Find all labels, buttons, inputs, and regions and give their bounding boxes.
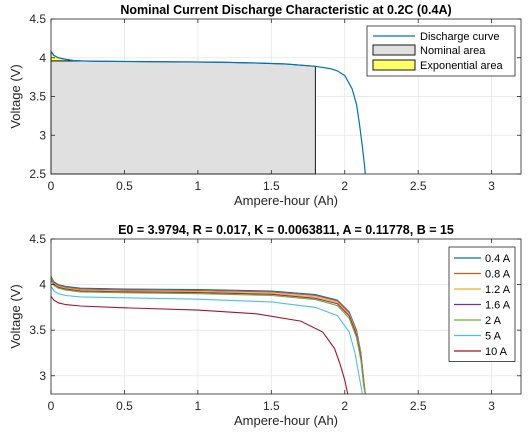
axes-bottom-x-ticks: 0 0.5 1 1.5 2 2.5 3: [48, 239, 495, 413]
legend-exponential-label: Exponential area: [420, 60, 503, 72]
axes-bottom-y-ticks: 3 3.5 4 4.5: [29, 232, 521, 383]
legend-exponential-swatch: [372, 59, 416, 71]
nominal-area: [50, 60, 316, 175]
x-tick-label-top-2: 1: [195, 179, 202, 193]
y-axis-label-bottom: Voltage (V): [8, 284, 23, 348]
y-tick-label-top-0: 2.5: [29, 167, 46, 181]
x-axis-label-top: Ampere-hour (Ah): [234, 193, 338, 208]
chart-title-bottom: E0 = 3.9794, R = 0.017, K = 0.0063811, A…: [118, 223, 454, 237]
series-line-2-a: [50, 279, 366, 395]
axes-bottom-box: [50, 238, 522, 395]
legend-top: Discharge curve Nominal area Exponential…: [366, 25, 516, 77]
axes-top: 0 0.5 1 1.5 2 2.5 3 2.5 3 3.5 4 4.5 Nominal Curren…: [8, 3, 522, 208]
legend-nominal-swatch: [372, 44, 416, 56]
y-tick-label-bottom-0: 3: [39, 369, 46, 383]
y-tick-label-top-4: 4.5: [29, 12, 46, 26]
axes-bottom-background: [51, 239, 521, 394]
x-tick-label-bottom-2: 1: [195, 399, 202, 413]
axes-top-x-ticks: 0 0.5 1 1.5 2 2.5 3: [48, 19, 495, 193]
x-tick-label-bottom-3: 1.5: [263, 399, 280, 413]
x-tick-label-top-6: 3: [488, 179, 495, 193]
discharge-curve: [50, 51, 366, 175]
legend-label-1-6-a: 1.6 A: [485, 300, 511, 312]
axes-top-y-ticks: 2.5 3 3.5 4 4.5: [29, 12, 521, 181]
legend-label-0-4-a: 0.4 A: [485, 253, 511, 265]
series-line-10-a: [50, 296, 349, 395]
legend-discharge-label: Discharge curve: [420, 31, 499, 43]
x-axis-label-bottom: Ampere-hour (Ah): [234, 413, 338, 428]
legend-bottom: 0.4 A 0.8 A 1.2 A 1.6 A 2 A 5 A 10 A: [448, 246, 516, 362]
chart-title-top: Nominal Current Discharge Characteristic…: [120, 3, 451, 17]
axes-bottom: 0 0.5 1 1.5 2 2.5 3 3 3.5 4 4.5 E0 = 3.9794, R = …: [8, 223, 522, 428]
axes-bottom-series: [50, 276, 366, 395]
series-line-5-a: [50, 286, 363, 395]
x-tick-label-bottom-1: 0.5: [116, 399, 133, 413]
y-axis-label-top: Voltage (V): [8, 64, 23, 128]
y-tick-label-bottom-2: 4: [39, 278, 46, 292]
x-tick-label-top-4: 2: [341, 179, 348, 193]
legend-label-1-2-a: 1.2 A: [485, 284, 511, 296]
y-tick-label-top-2: 3.5: [29, 90, 46, 104]
x-tick-label-top-0: 0: [48, 179, 55, 193]
x-tick-label-bottom-4: 2: [341, 399, 348, 413]
y-tick-label-bottom-3: 4.5: [29, 232, 46, 246]
legend-label-2-a: 2 A: [485, 315, 502, 327]
y-tick-label-top-3: 4: [39, 51, 46, 65]
x-tick-label-bottom-6: 3: [488, 399, 495, 413]
y-tick-label-bottom-1: 3.5: [29, 323, 46, 337]
legend-nominal-label: Nominal area: [420, 45, 486, 57]
x-tick-label-top-5: 2.5: [410, 179, 427, 193]
x-tick-label-top-3: 1.5: [263, 179, 280, 193]
legend-label-5-a: 5 A: [485, 331, 502, 343]
x-tick-label-bottom-0: 0: [48, 399, 55, 413]
x-tick-label-top-1: 0.5: [116, 179, 133, 193]
legend-label-10-a: 10 A: [485, 346, 508, 358]
legend-label-0-8-a: 0.8 A: [485, 269, 511, 281]
y-tick-label-top-1: 3: [39, 128, 46, 142]
x-tick-label-bottom-5: 2.5: [410, 399, 427, 413]
